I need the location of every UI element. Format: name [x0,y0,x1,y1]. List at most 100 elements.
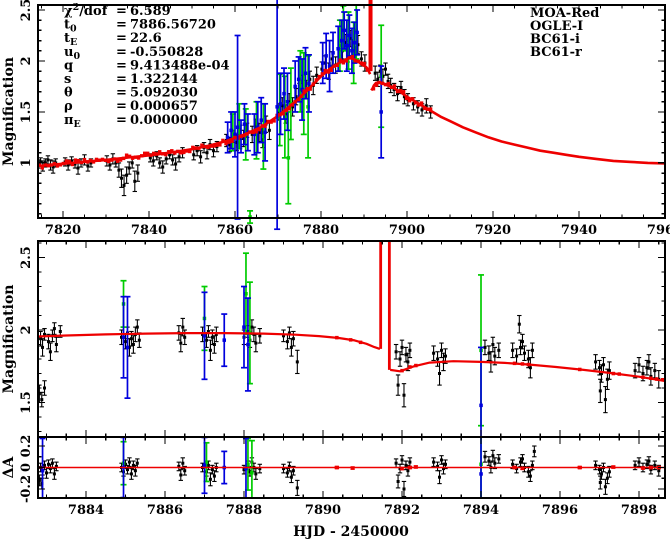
moa-point [406,360,410,364]
x-tick-label: 7894 [463,503,499,518]
moa-point [633,369,637,373]
bc61i-point [261,134,266,139]
moa-point [438,372,441,375]
ogle-point [64,159,69,163]
moa-point [179,341,183,345]
moa-point [76,166,80,170]
moa-point [212,149,215,153]
ogle-point [377,80,382,85]
bottom-panel: 1.5 2 2.5 Magnification [1,240,666,438]
ogle-point [512,361,517,366]
bc61r-point [275,105,279,109]
series-bc61i [120,252,485,427]
bc61r-point [259,118,263,122]
moa-point [201,332,204,336]
moa-point [653,463,657,467]
ogle-point [218,143,222,147]
bc61r-point [345,43,349,48]
moa-point [135,461,139,465]
moa-point [487,351,491,355]
moa-point [282,334,285,338]
ogle-point [649,465,653,470]
moa-point [602,363,605,367]
moa-point [161,165,165,169]
ogle-point [617,372,621,376]
moa-point [54,343,58,346]
bc61i-point [351,51,356,55]
ogle-point [170,149,174,153]
bc61r-point [242,122,247,126]
x-tick-label: 7900 [389,223,425,238]
fit-param-equals: = [116,72,127,87]
ogle-point [70,162,75,167]
bc61r-point [350,49,354,53]
x-tick-label: 7860 [217,223,253,238]
ogle-point [410,97,415,101]
ogle-point [341,61,346,65]
series-moa [38,445,661,498]
moa-point [129,472,133,476]
moa-point [594,463,598,467]
ogle-point [398,89,403,93]
moa-point [607,470,611,474]
bc61r-point [342,28,346,33]
fit-param-symbol-theta: θ [64,86,73,101]
y-tick-label: 2 [19,325,34,334]
bc61r-point [339,38,344,43]
bc61r-point [285,100,290,104]
ogle-point [134,155,138,159]
moa-point [432,351,436,355]
fit-param-value-chi2-dof: 6.589 [130,4,171,19]
moa-point [440,458,443,462]
bc61r-point [324,54,328,58]
bc61r-point [125,345,130,350]
moa-point [38,478,41,482]
bc61r-point [40,469,45,473]
y-tick-label: 0.2 [19,435,34,458]
moa-point [125,173,129,177]
ogle-point [49,163,54,167]
ogle-point [143,151,147,155]
ogle-point [176,149,180,154]
bc61r-point [321,61,325,65]
ogle-point [52,162,57,166]
moa-point [598,468,601,472]
ogle-point [362,61,367,66]
fit-param-value-u0: -0.550828 [130,45,203,60]
x-tick-label: 7888 [226,503,262,518]
series-bc61i [247,210,254,224]
ogle-point [200,143,204,147]
moa-point [43,463,46,467]
moa-point [493,354,497,358]
fit-param-value-tE: 22.6 [130,31,162,46]
moa-point [315,73,319,77]
fit-param-equals: = [116,31,127,46]
ogle-point [124,153,129,157]
moa-point [45,471,48,475]
ogle-point [281,112,285,116]
moa-point [295,486,299,490]
top-panel: 7820 7840 7860 7880 7900 7920 7940 7960 1 1.5 2 2.5… [1,0,670,238]
ogle-point [254,130,258,134]
moa-point [235,141,239,144]
moa-point [73,162,77,166]
bc61r-point [300,87,304,92]
moa-point [206,330,210,333]
moa-point [127,460,131,464]
ogle-point [400,368,404,373]
bc61r-point [336,47,340,51]
moa-point [214,332,218,336]
moa-point [521,457,524,461]
moa-point [136,171,140,175]
moa-point [124,340,127,344]
moa-point [291,469,295,473]
moa-point [171,158,175,162]
ogle-point [400,466,404,471]
moa-point [649,374,653,378]
ogle-point [118,158,123,162]
ogle-point [164,152,168,157]
moa-point [519,460,522,464]
moa-point [155,154,159,158]
ogle-point [401,90,406,94]
